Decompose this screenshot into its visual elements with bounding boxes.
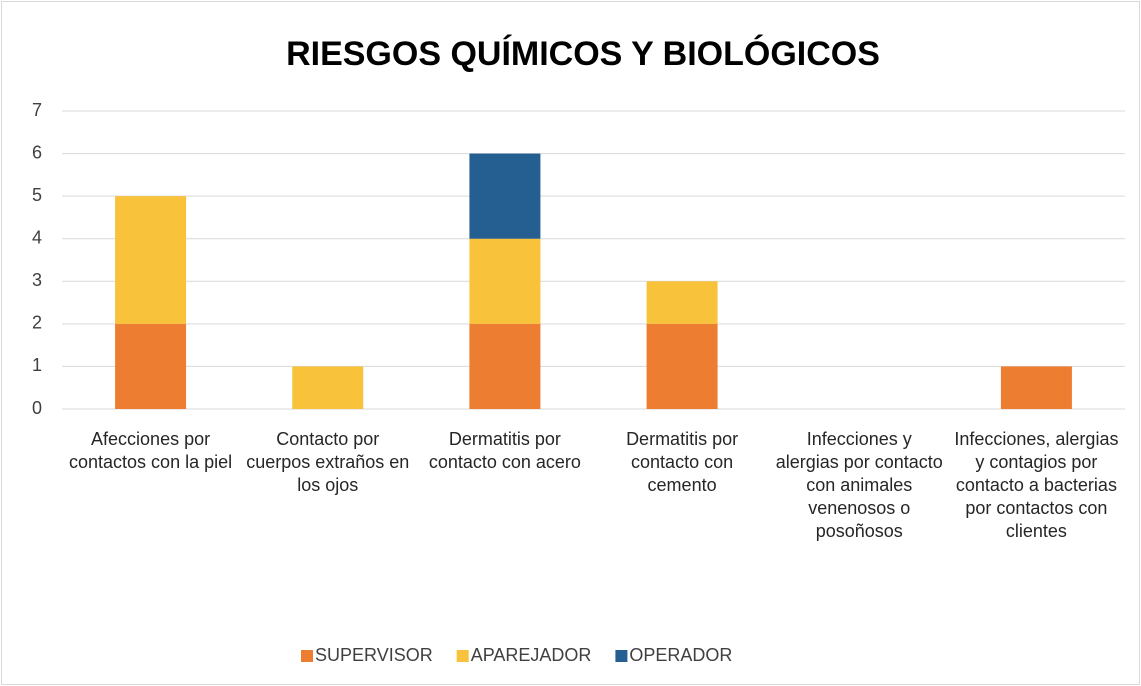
x-tick-label: Dermatitis por contacto con cemento bbox=[626, 429, 739, 495]
legend-label: APAREJADOR bbox=[471, 645, 592, 665]
bar-segment bbox=[469, 323, 541, 409]
x-tick-label: Afecciones por contactos con la piel bbox=[69, 429, 233, 472]
y-tick-label: 3 bbox=[32, 270, 42, 290]
x-tick-label: Contacto por cuerpos extraños en los ojo… bbox=[246, 429, 410, 495]
chart-title: RIESGOS QUÍMICOS Y BIOLÓGICOS bbox=[286, 35, 880, 73]
y-tick-label: 4 bbox=[32, 227, 42, 247]
bar-segment bbox=[115, 196, 187, 324]
y-tick-label: 0 bbox=[32, 398, 42, 418]
y-tick-label: 7 bbox=[32, 100, 42, 120]
y-tick-label: 6 bbox=[32, 142, 42, 162]
legend-label: OPERADOR bbox=[629, 645, 732, 665]
bar-segment bbox=[646, 281, 718, 324]
y-tick-label: 5 bbox=[32, 185, 42, 205]
legend-swatch bbox=[456, 650, 469, 662]
bar-segment bbox=[469, 153, 541, 239]
y-tick-label: 2 bbox=[32, 313, 42, 333]
legend-swatch bbox=[301, 650, 313, 662]
bar-segment bbox=[115, 323, 187, 409]
legend-swatch bbox=[615, 650, 628, 662]
y-tick-label: 1 bbox=[32, 355, 42, 375]
x-tick-label: Dermatitis por contacto con acero bbox=[428, 429, 581, 472]
bar-segment bbox=[292, 366, 364, 409]
bar-segment bbox=[469, 238, 541, 324]
bar-segment bbox=[646, 323, 718, 409]
bar-segment bbox=[1000, 366, 1072, 409]
x-tick-label: Infecciones, alergias y contagios por co… bbox=[954, 429, 1119, 541]
legend-label: SUPERVISOR bbox=[315, 645, 433, 665]
x-tick-label: Infecciones y alergias por contacto con … bbox=[775, 429, 943, 541]
